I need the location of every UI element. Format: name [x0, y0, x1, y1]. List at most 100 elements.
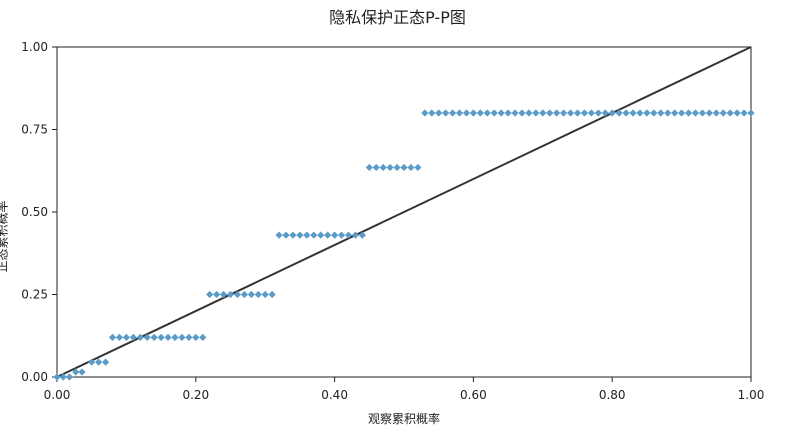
data-point: [282, 231, 290, 239]
data-point: [206, 290, 214, 299]
data-point: [483, 109, 491, 117]
x-tick-label: 0.40: [321, 388, 348, 402]
data-point: [518, 109, 526, 117]
data-point: [344, 231, 353, 239]
data-point: [560, 109, 568, 117]
data-point: [178, 333, 186, 341]
data-point: [185, 333, 193, 341]
data-point: [636, 109, 644, 117]
data-point: [525, 109, 533, 117]
data-point: [393, 163, 401, 172]
data-point: [698, 109, 707, 117]
data-point: [539, 109, 547, 117]
data-point: [747, 109, 755, 117]
data-point: [601, 109, 609, 117]
data-point: [462, 109, 471, 117]
data-point: [122, 333, 130, 341]
data-point: [629, 109, 637, 117]
data-point: [101, 358, 110, 366]
data-point: [129, 333, 137, 341]
data-point: [365, 163, 373, 172]
data-point: [573, 109, 582, 117]
data-point: [442, 109, 450, 117]
data-point: [448, 109, 457, 117]
data-point: [580, 109, 589, 117]
data-point: [317, 231, 325, 239]
data-point: [303, 231, 311, 239]
data-point: [664, 109, 672, 117]
data-point: [712, 109, 720, 117]
x-tick-label: 0.00: [44, 388, 71, 402]
data-point: [643, 109, 651, 117]
data-point: [476, 109, 484, 117]
data-point: [219, 290, 228, 299]
data-point: [213, 290, 221, 299]
data-point: [150, 333, 158, 341]
data-point: [691, 109, 700, 117]
data-point: [310, 231, 318, 239]
data-point: [740, 109, 748, 117]
data-point: [136, 333, 144, 341]
data-point: [684, 109, 693, 117]
data-point: [164, 333, 172, 341]
data-point: [678, 109, 686, 117]
x-axis-label: 观察累积概率: [367, 412, 440, 426]
x-tick-label: 0.80: [599, 388, 626, 402]
data-point: [108, 333, 117, 341]
data-point: [143, 333, 151, 341]
data-point: [358, 231, 366, 239]
data-point: [428, 109, 436, 117]
data-point: [324, 231, 332, 239]
y-tick-label: 0.25: [21, 288, 48, 302]
data-point: [171, 333, 179, 341]
data-point: [289, 231, 297, 239]
data-point: [254, 290, 262, 299]
data-point: [671, 109, 679, 117]
data-point: [78, 368, 86, 376]
data-point: [726, 109, 734, 117]
data-point: [407, 163, 415, 172]
data-point: [546, 109, 554, 117]
data-point: [490, 109, 498, 117]
data-point: [337, 231, 346, 239]
y-tick-label: 0.00: [21, 370, 48, 384]
data-point: [532, 109, 540, 117]
data-point: [615, 109, 623, 117]
data-point: [59, 373, 67, 381]
data-point: [372, 163, 380, 172]
data-point: [379, 163, 387, 172]
data-point: [657, 109, 665, 117]
data-point: [435, 109, 443, 117]
data-point: [594, 109, 602, 117]
data-point: [247, 290, 255, 299]
data-point: [53, 373, 61, 381]
data-point: [608, 109, 616, 117]
reference-line: [56, 46, 752, 378]
data-point: [157, 333, 165, 341]
data-point: [233, 290, 242, 299]
data-point: [275, 231, 283, 239]
data-point: [192, 333, 200, 341]
data-point: [331, 231, 339, 239]
data-point: [115, 333, 124, 341]
data-point: [240, 290, 248, 299]
data-point: [705, 109, 713, 117]
data-point: [88, 358, 96, 366]
y-tick-label: 0.75: [21, 123, 48, 137]
data-point: [566, 109, 575, 117]
data-point: [553, 109, 561, 117]
data-point: [511, 109, 519, 117]
data-point: [226, 290, 235, 299]
data-point: [469, 109, 477, 117]
data-point: [497, 109, 505, 117]
chart-title: 隐私保护正态P-P图: [329, 8, 466, 27]
data-point: [421, 109, 429, 117]
data-point: [733, 109, 741, 117]
data-point: [351, 231, 360, 239]
x-tick-label: 1.00: [738, 388, 765, 402]
data-point: [296, 231, 304, 239]
data-point: [504, 109, 512, 117]
y-tick-label: 1.00: [21, 40, 48, 54]
